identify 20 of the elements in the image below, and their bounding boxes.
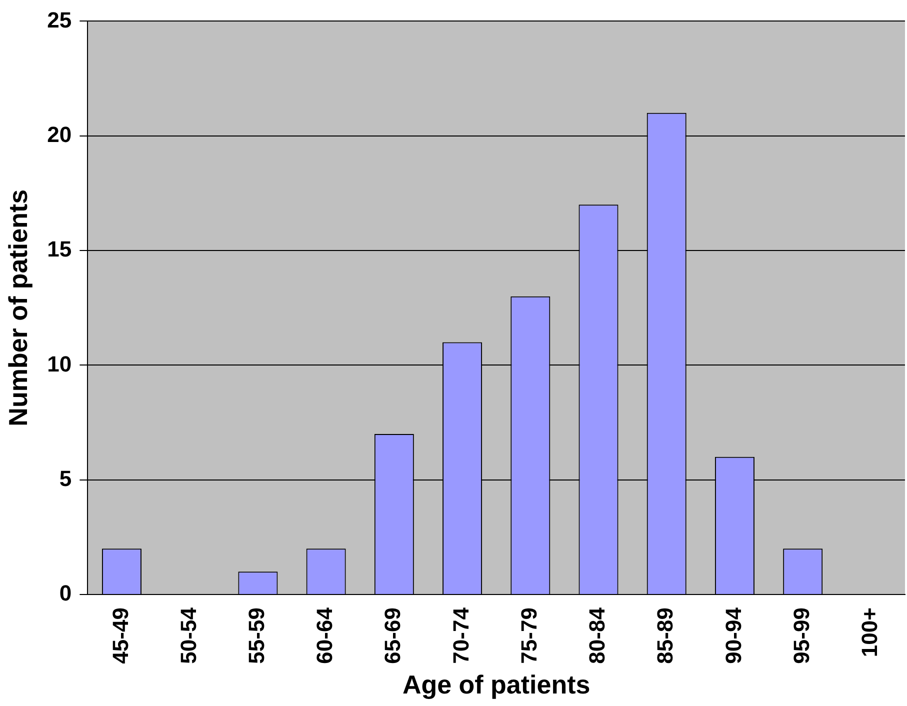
x-tick-label: 50-54 [176, 606, 201, 664]
x-tick-label: 45-49 [108, 608, 133, 664]
x-tick-label: 75-79 [516, 608, 542, 664]
y-axis-title: Number of patients [2, 189, 33, 426]
y-tick-label: 25 [47, 7, 72, 32]
x-tick-label: 60-64 [312, 606, 338, 664]
x-tick-label: 70-74 [448, 606, 474, 664]
y-tick-label: 0 [59, 580, 72, 606]
x-axis-title: Age of patients [402, 670, 590, 700]
x-tick-label: 85-89 [652, 608, 678, 664]
x-tick-label: 95-99 [788, 608, 814, 664]
y-tick-label: 20 [47, 122, 72, 147]
x-tick-label: 90-94 [720, 606, 746, 664]
y-tick-label: 5 [59, 466, 72, 491]
x-tick-label: 65-69 [380, 608, 406, 664]
x-tick-label: 55-59 [244, 608, 270, 664]
y-tick-label: 10 [47, 351, 72, 376]
y-tick-label: 15 [47, 236, 72, 262]
x-tick-label: 100+ [857, 608, 882, 658]
x-tick-label: 80-84 [584, 606, 610, 664]
